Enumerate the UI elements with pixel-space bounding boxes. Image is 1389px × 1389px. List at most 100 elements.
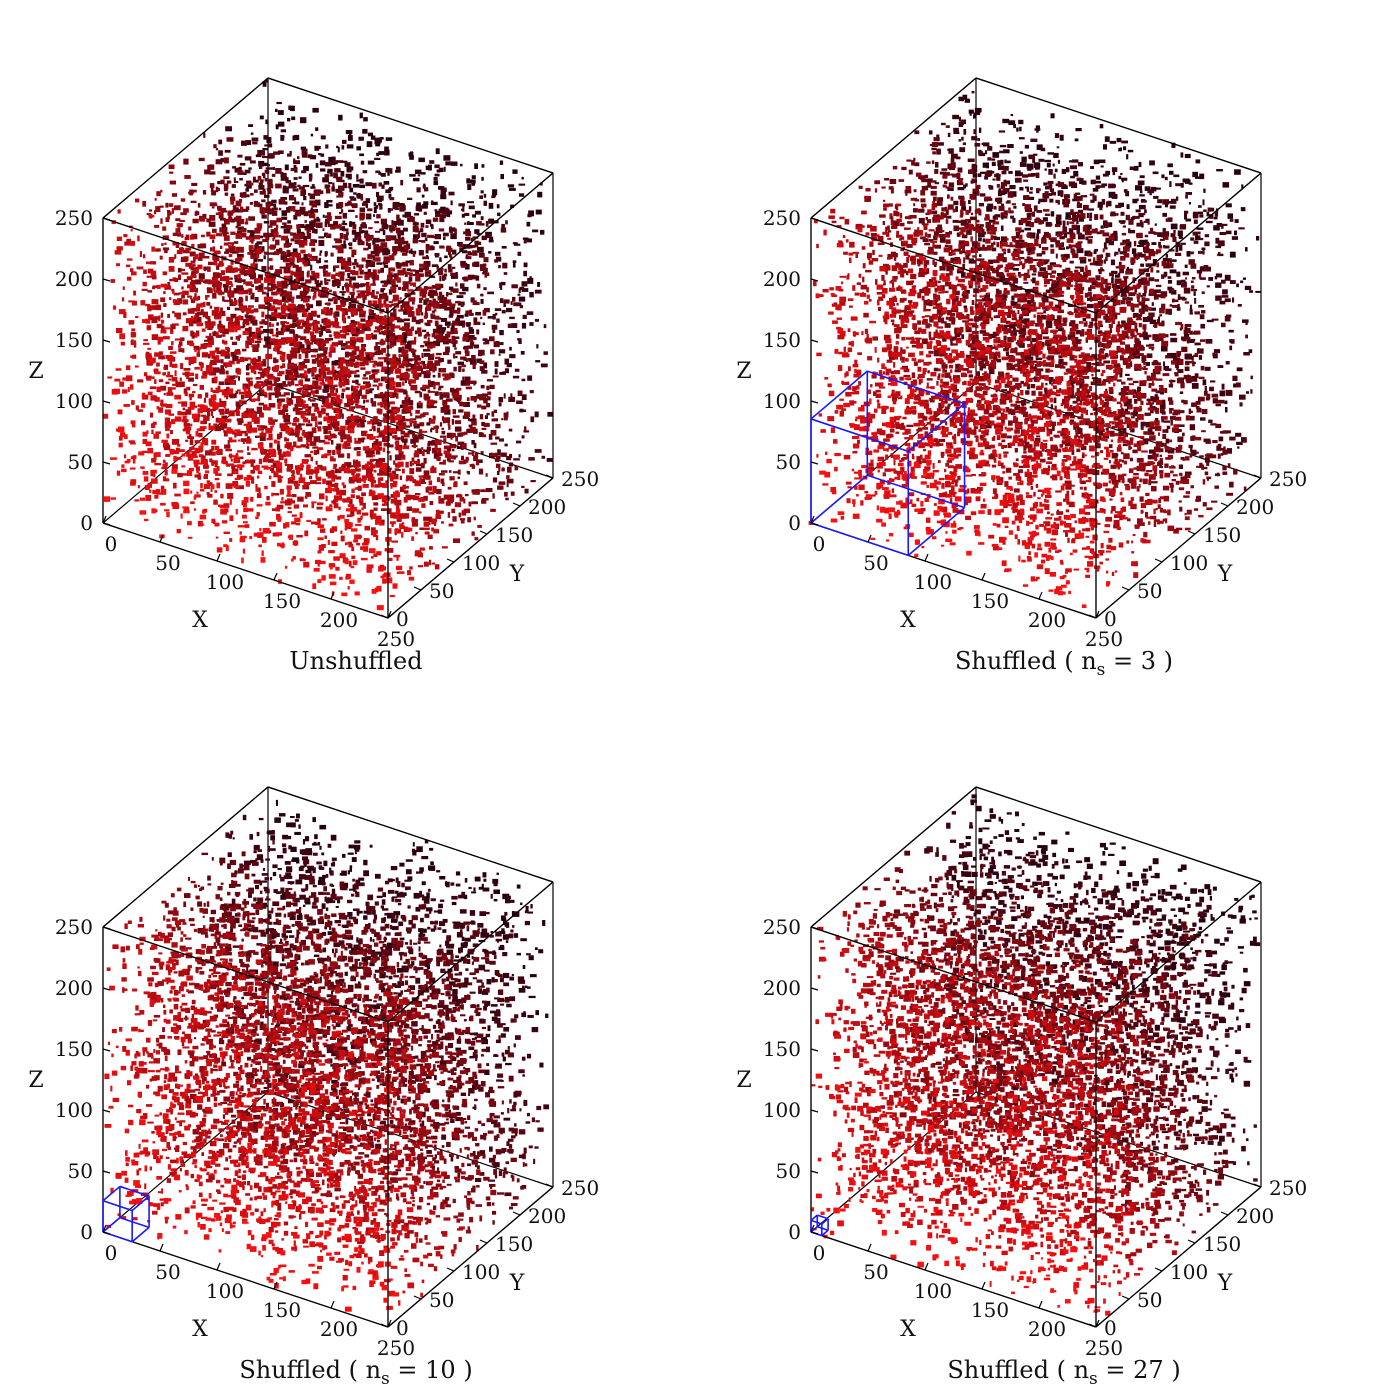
data-point: [501, 246, 507, 249]
data-point: [418, 157, 425, 163]
data-point: [282, 363, 286, 368]
data-point: [501, 453, 506, 457]
data-point: [365, 383, 370, 389]
data-point: [401, 532, 404, 538]
data-point: [348, 328, 352, 333]
data-point: [446, 392, 450, 399]
data-point: [338, 466, 344, 471]
data-point: [520, 351, 525, 355]
data-point: [169, 361, 173, 367]
data-point: [209, 215, 216, 221]
data-point: [293, 317, 299, 322]
data-point: [460, 163, 463, 167]
data-point: [269, 220, 277, 226]
data-point: [368, 301, 372, 306]
data-point: [145, 495, 152, 501]
data-point: [374, 221, 380, 224]
data-point: [436, 456, 441, 460]
data-point: [264, 287, 271, 290]
data-point: [213, 423, 218, 426]
data-point: [382, 284, 388, 287]
data-point: [372, 255, 375, 261]
data-point: [485, 233, 491, 239]
data-point: [426, 404, 431, 409]
data-point: [435, 352, 442, 356]
data-point: [328, 430, 331, 434]
data-point: [334, 215, 342, 220]
data-point: [347, 273, 350, 278]
data-point: [353, 355, 358, 359]
data-point: [286, 321, 290, 325]
data-point: [125, 264, 131, 268]
data-point: [290, 368, 298, 373]
data-point: [465, 254, 469, 258]
data-point: [320, 528, 326, 533]
data-point: [275, 239, 280, 246]
data-point: [240, 326, 245, 329]
data-point: [366, 452, 373, 458]
data-point: [378, 361, 384, 367]
data-point: [323, 384, 330, 390]
data-point: [297, 324, 301, 327]
data-point: [246, 319, 250, 326]
data-point: [190, 501, 195, 505]
data-point: [521, 378, 526, 382]
data-point: [203, 415, 210, 421]
data-point: [263, 221, 269, 224]
data-point: [321, 343, 326, 346]
data-point: [165, 426, 170, 431]
data-point: [501, 309, 506, 314]
data-point: [206, 302, 211, 306]
data-point: [151, 299, 159, 305]
data-point: [418, 297, 424, 300]
data-point: [263, 251, 267, 254]
data-point: [366, 141, 373, 148]
data-point: [485, 488, 493, 493]
data-point: [354, 231, 361, 238]
data-point: [315, 385, 322, 390]
data-point: [309, 213, 316, 219]
data-point: [366, 285, 371, 292]
data-point: [285, 186, 289, 191]
data-point: [181, 256, 187, 259]
data-point: [490, 453, 496, 457]
data-point: [186, 386, 191, 391]
data-point: [336, 491, 342, 495]
data-point: [490, 429, 497, 436]
data-point: [433, 241, 439, 245]
data-point: [387, 444, 394, 448]
data-point: [450, 161, 458, 166]
data-point: [345, 341, 353, 344]
data-point: [276, 433, 281, 440]
data-point: [504, 443, 508, 447]
data-point: [210, 411, 213, 416]
data-point: [241, 228, 245, 231]
data-point: [406, 395, 409, 399]
data-point: [302, 312, 308, 315]
data-point: [414, 213, 420, 216]
data-point: [289, 151, 292, 156]
data-point: [184, 391, 188, 397]
data-point: [237, 170, 244, 175]
data-point: [465, 310, 469, 315]
data-point: [390, 168, 393, 174]
data-point: [234, 267, 238, 273]
data-point: [284, 374, 290, 380]
data-point: [392, 246, 398, 252]
data-point: [265, 314, 272, 319]
data-point: [307, 431, 314, 438]
data-point: [480, 489, 486, 493]
data-point: [315, 390, 319, 394]
data-point: [464, 332, 470, 336]
data-point: [363, 381, 370, 385]
data-point: [204, 470, 209, 474]
data-point: [207, 409, 213, 412]
data-point: [365, 399, 369, 403]
data-point: [214, 306, 220, 312]
data-point: [356, 542, 361, 546]
data-point: [223, 157, 229, 164]
data-point: [297, 423, 305, 426]
data-point: [350, 465, 357, 468]
data-point: [324, 277, 327, 283]
data-point: [121, 297, 125, 302]
